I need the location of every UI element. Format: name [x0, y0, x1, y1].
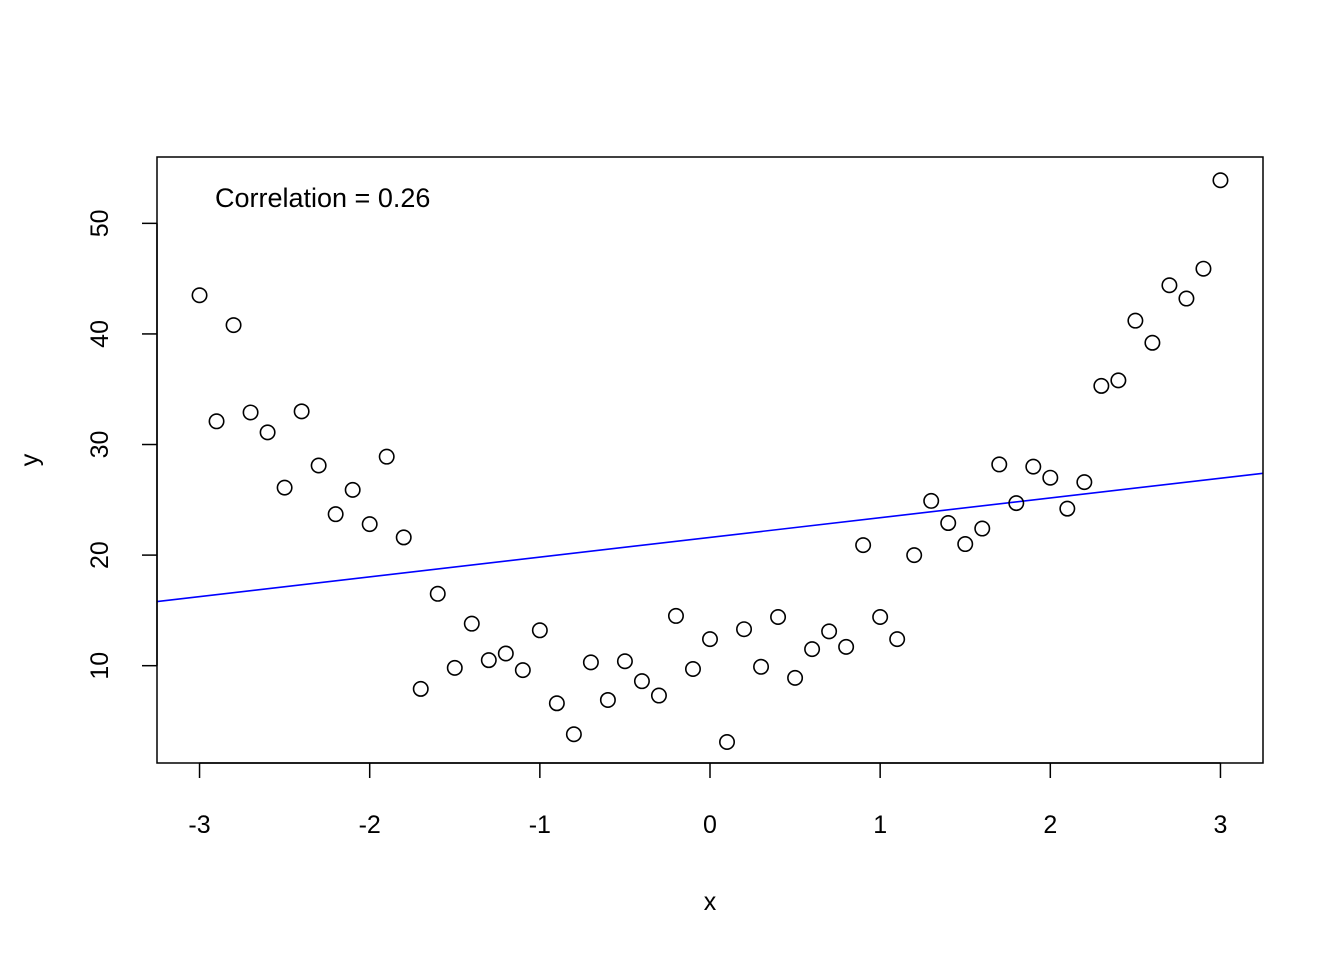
x-tick-label: 1: [873, 811, 887, 839]
data-point: [684, 661, 701, 678]
data-point: [361, 516, 378, 533]
x-tick-label: -1: [529, 811, 551, 839]
x-tick-label: -3: [188, 811, 210, 839]
data-point: [1110, 372, 1127, 389]
x-tick-label: 2: [1043, 811, 1057, 839]
data-point: [480, 652, 497, 669]
fit-line-layer: [156, 472, 1264, 603]
data-point: [650, 687, 667, 704]
data-point: [446, 659, 463, 676]
data-point: [633, 673, 650, 690]
data-point: [463, 615, 480, 632]
data-point: [1144, 334, 1161, 351]
data-point: [753, 658, 770, 675]
data-point: [514, 662, 531, 679]
data-point: [701, 631, 718, 648]
data-point: [1059, 500, 1076, 517]
data-point: [395, 529, 412, 546]
data-point: [225, 317, 242, 334]
data-point: [1127, 312, 1144, 329]
data-point: [208, 413, 225, 430]
correlation-annotation: Correlation = 0.26: [215, 183, 430, 213]
data-point: [770, 609, 787, 626]
data-point: [991, 456, 1008, 473]
data-point: [787, 669, 804, 686]
y-tick-label: 30: [86, 431, 114, 459]
data-point: [616, 653, 633, 670]
data-point: [1093, 377, 1110, 394]
data-point: [974, 520, 991, 537]
x-axis-title: x: [704, 888, 717, 916]
y-tick-label: 20: [86, 541, 114, 569]
data-point: [855, 537, 872, 554]
data-point: [872, 609, 889, 626]
data-point: [531, 622, 548, 639]
data-point: [1178, 290, 1195, 307]
data-point: [889, 631, 906, 648]
data-point: [599, 691, 616, 708]
data-point: [923, 492, 940, 509]
data-point: [191, 287, 208, 304]
data-point: [497, 645, 514, 662]
data-point: [1076, 474, 1093, 491]
data-point: [1025, 458, 1042, 475]
data-point: [412, 680, 429, 697]
x-tick-label: -2: [359, 811, 381, 839]
data-point: [259, 424, 276, 441]
data-point: [804, 641, 821, 658]
data-points-layer: [191, 172, 1229, 750]
data-point: [821, 623, 838, 640]
data-point: [429, 585, 446, 602]
data-point: [1161, 277, 1178, 294]
data-point: [344, 481, 361, 498]
data-point: [906, 547, 923, 564]
y-axis: 10 20 30 40 50: [86, 209, 158, 680]
y-tick-label: 10: [86, 652, 114, 680]
x-tick-label: 0: [703, 811, 717, 839]
data-point: [719, 733, 736, 750]
y-tick-label: 50: [86, 209, 114, 237]
y-tick-label: 40: [86, 320, 114, 348]
y-axis-title: y: [16, 453, 44, 466]
data-point: [1008, 495, 1025, 512]
data-point: [327, 506, 344, 523]
data-point: [1042, 469, 1059, 486]
x-tick-label: 3: [1214, 811, 1228, 839]
data-point: [242, 404, 259, 421]
data-point: [378, 448, 395, 465]
data-point: [940, 515, 957, 532]
data-point: [736, 621, 753, 638]
data-point: [565, 726, 582, 743]
data-point: [293, 403, 310, 420]
data-point: [1195, 260, 1212, 277]
data-point: [582, 654, 599, 671]
data-point: [667, 607, 684, 624]
data-point: [838, 638, 855, 655]
regression-line: [156, 472, 1264, 603]
data-point: [276, 479, 293, 496]
data-point: [310, 457, 327, 474]
data-point: [957, 536, 974, 553]
data-point: [1212, 172, 1229, 189]
data-point: [548, 695, 565, 712]
x-axis: -3 -2 -1 0 1 2 3: [188, 762, 1228, 839]
